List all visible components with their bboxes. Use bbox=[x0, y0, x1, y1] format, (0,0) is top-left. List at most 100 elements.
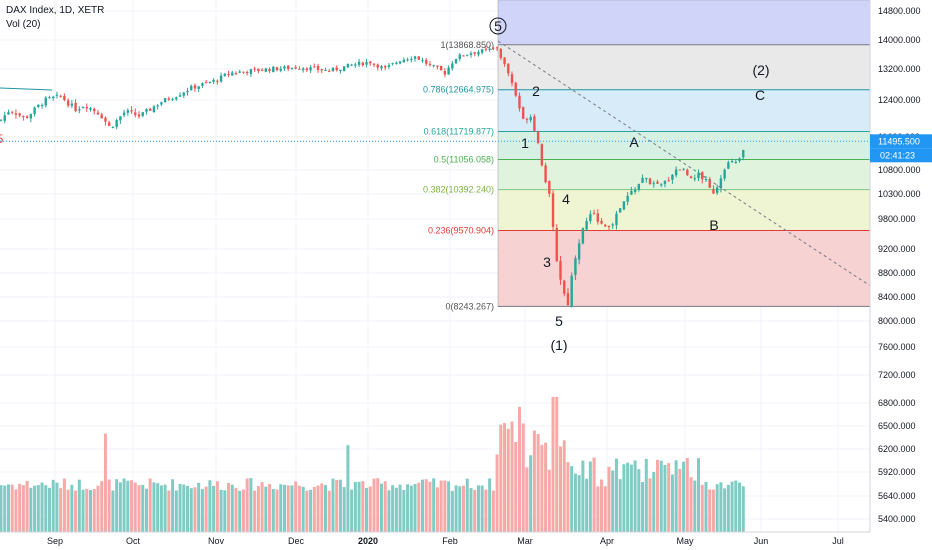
fib-level-label: 0.5(11056.058) bbox=[434, 154, 494, 164]
volume-bar bbox=[529, 455, 533, 532]
candle-body bbox=[600, 220, 603, 224]
volume-bar bbox=[182, 484, 186, 532]
wave-label-B: B bbox=[709, 217, 718, 233]
volume-bar bbox=[618, 479, 622, 532]
candle-body bbox=[287, 65, 290, 69]
volume-bar bbox=[428, 481, 432, 532]
volume-bar bbox=[443, 480, 447, 532]
volume-bar bbox=[495, 454, 499, 532]
fib-zone-extension bbox=[498, 0, 870, 45]
wave-label-C: C bbox=[755, 87, 765, 103]
volume-bar bbox=[641, 481, 645, 532]
volume-bar bbox=[320, 483, 324, 532]
volume-bar bbox=[622, 464, 626, 532]
candle-body bbox=[126, 110, 130, 113]
candle-body bbox=[260, 69, 264, 71]
chart-legend: DAX Index, 1D, XETR Vol (20) bbox=[6, 4, 104, 32]
volume-bar bbox=[305, 490, 309, 532]
candle-body bbox=[242, 71, 245, 73]
volume-bar bbox=[376, 478, 380, 532]
overlays: 5 1 2 3 4 5 (1) A B C (2) 5 bbox=[0, 17, 873, 353]
candle-body bbox=[52, 96, 55, 99]
volume-bar bbox=[547, 469, 551, 532]
candle-body bbox=[633, 189, 637, 192]
price-tick-label: 5640.000 bbox=[878, 491, 916, 501]
candle-body bbox=[514, 82, 517, 96]
volume-bar bbox=[517, 406, 521, 532]
symbol-title[interactable]: DAX Index, 1D, XETR bbox=[6, 5, 105, 16]
volume-bar bbox=[570, 466, 574, 532]
volume-bar bbox=[268, 484, 272, 532]
volume-bar bbox=[368, 486, 372, 532]
candle-body bbox=[425, 59, 428, 64]
candle-body bbox=[40, 105, 44, 107]
time-tick-label: 2020 bbox=[358, 536, 378, 546]
volume-bar bbox=[200, 489, 204, 532]
volume-bar bbox=[633, 460, 637, 532]
candle-body bbox=[55, 94, 59, 96]
price-tick-label: 9800.000 bbox=[878, 214, 916, 224]
volume-bar bbox=[159, 485, 163, 532]
candle-body bbox=[417, 56, 420, 60]
volume-bar bbox=[588, 461, 592, 532]
candle-body bbox=[33, 107, 36, 115]
candle-body bbox=[231, 72, 234, 76]
volume-bar bbox=[577, 475, 581, 532]
volume-bar bbox=[406, 484, 410, 532]
volume-bar bbox=[70, 484, 74, 532]
candle-body bbox=[93, 108, 96, 112]
candle-body bbox=[451, 63, 454, 69]
time-tick-label: Sep bbox=[47, 536, 63, 546]
volume-bar bbox=[674, 460, 678, 532]
candle-body bbox=[208, 81, 212, 83]
candle-body bbox=[66, 100, 70, 106]
candle-body bbox=[335, 67, 338, 71]
price-tick-label: 7200.000 bbox=[878, 370, 916, 380]
volume-bar bbox=[62, 478, 66, 532]
price-tick-label: 8000.000 bbox=[878, 316, 916, 326]
candle-body bbox=[533, 116, 536, 131]
candle-body bbox=[667, 180, 670, 182]
volume-bar bbox=[44, 485, 48, 532]
price-tick-label: 8400.000 bbox=[878, 292, 916, 302]
volume-bar bbox=[312, 486, 316, 532]
volume-bar bbox=[357, 481, 361, 532]
volume-bar bbox=[391, 485, 395, 532]
candle-body bbox=[652, 183, 655, 185]
candle-body bbox=[365, 62, 368, 65]
candle-body bbox=[548, 180, 551, 194]
price-tick-label: 10300.000 bbox=[878, 189, 921, 199]
candle-body bbox=[663, 181, 667, 184]
volume-bar bbox=[212, 485, 216, 532]
fib-level-label: 0.382(10392.240) bbox=[423, 185, 494, 195]
volume-bar bbox=[413, 484, 417, 532]
candle-body bbox=[723, 169, 726, 179]
candle-body bbox=[283, 66, 286, 69]
volume-bar bbox=[450, 490, 454, 532]
candle-body bbox=[585, 221, 588, 230]
volume-indicator-label[interactable]: Vol (20) bbox=[6, 19, 41, 30]
candle-body bbox=[249, 69, 253, 74]
candle-body bbox=[697, 172, 700, 179]
volume-bar bbox=[525, 467, 529, 532]
candle-body bbox=[78, 109, 81, 111]
price-axis[interactable]: 14800.00014000.00013200.00012400.0001160… bbox=[869, 0, 932, 532]
candle-body bbox=[544, 165, 547, 183]
volume-bar bbox=[47, 487, 51, 532]
volume-bar bbox=[592, 457, 596, 532]
fib-zone bbox=[498, 89, 870, 132]
volume-bar bbox=[544, 442, 548, 532]
candle-body bbox=[163, 98, 167, 103]
volume-bar bbox=[230, 484, 234, 532]
fib-level-label: 0.618(11719.877) bbox=[424, 126, 494, 136]
candle-body bbox=[0, 119, 3, 121]
candle-body bbox=[25, 116, 29, 119]
candle-body bbox=[257, 68, 260, 72]
volume-bar bbox=[689, 477, 693, 532]
time-axis[interactable]: Sep Oct Nov Dec 2020 Feb Mar Apr May Jun Jul bbox=[0, 531, 870, 546]
candle-body bbox=[734, 162, 738, 164]
candle-body bbox=[503, 57, 506, 64]
volume-bar bbox=[253, 490, 257, 532]
volume-bar bbox=[469, 488, 473, 532]
